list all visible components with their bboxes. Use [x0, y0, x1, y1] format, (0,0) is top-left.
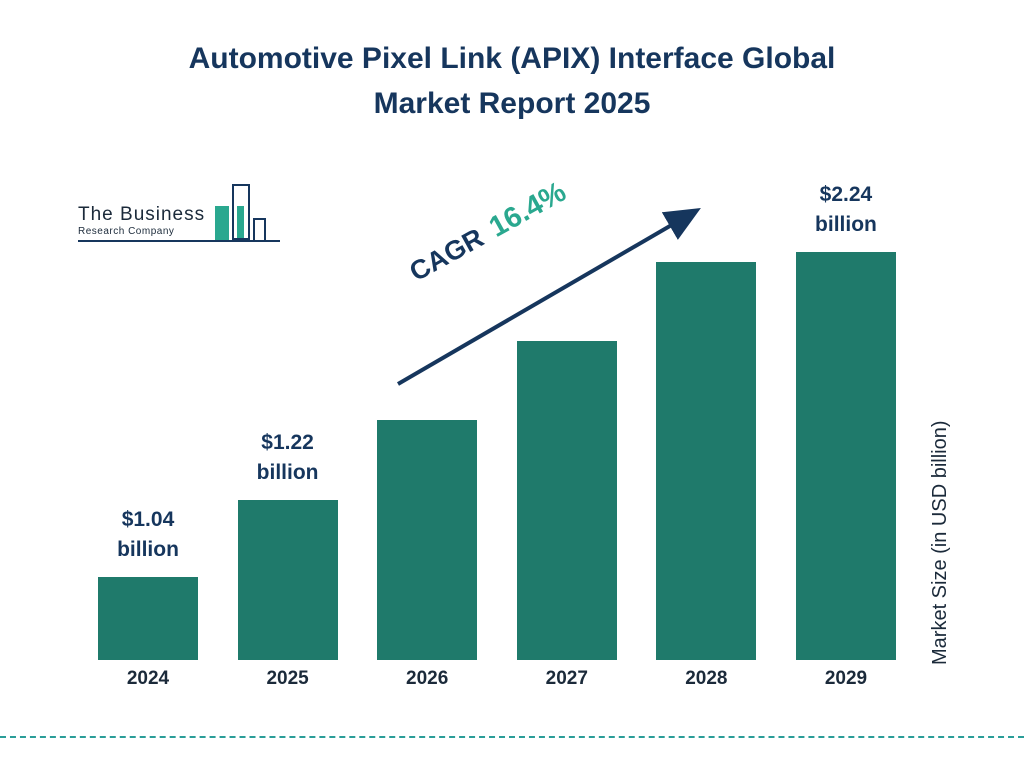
logo-name: The Business — [78, 204, 206, 225]
logo-subname: Research Company — [78, 226, 175, 237]
bar-value-amount: $2.24 — [819, 183, 873, 206]
chart-title: Automotive Pixel Link (APIX) Interface G… — [0, 36, 1024, 126]
bar-chart-plot: $1.04 billion $1.22 billion — [98, 180, 896, 660]
x-tick-2025: 2025 — [266, 668, 309, 689]
company-logo: The Business Research Company — [78, 180, 280, 242]
bar-value-label-2025: $1.22 billion — [257, 428, 319, 488]
y-axis-label: Market Size (in USD billion) — [929, 420, 951, 665]
bar-2025 — [237, 500, 338, 660]
x-tick-2024: 2024 — [126, 668, 170, 689]
bar-2029 — [795, 252, 896, 660]
cagr-trend-arrow-icon — [396, 207, 701, 386]
chart-title-line1: Automotive Pixel Link (APIX) Interface G… — [188, 42, 836, 75]
bar-group-2024: $1.04 billion — [98, 180, 198, 660]
logo-bar-tall-outline — [232, 184, 251, 240]
logo-barchart-icon — [215, 184, 267, 240]
bar-2027 — [516, 341, 617, 660]
x-tick-2029: 2029 — [824, 668, 868, 689]
bar-group-2026 — [377, 180, 478, 660]
x-tick-2027: 2027 — [545, 668, 588, 689]
company-logo-text: The Business Research Company — [78, 204, 205, 240]
bottom-dashed-divider — [0, 736, 1024, 738]
bar-value-unit: billion — [815, 213, 877, 236]
x-tick-2026: 2026 — [406, 668, 449, 689]
bar-group-2027 — [516, 180, 617, 660]
bar-value-label-2029: $2.24 billion — [815, 180, 877, 240]
logo-bar-small-filled — [215, 206, 230, 240]
bar-value-amount: $1.22 — [261, 431, 314, 454]
logo-bar-inner-fill — [237, 206, 245, 238]
chart-title-line2: Market Report 2025 — [373, 87, 651, 120]
bar-value-unit: billion — [117, 538, 179, 561]
bar-2024 — [98, 577, 198, 660]
bar-2026 — [377, 420, 478, 660]
bar-value-unit: billion — [256, 461, 319, 484]
x-tick-2028: 2028 — [685, 668, 728, 689]
x-axis: 2024 2025 2026 2027 2028 2029 — [98, 668, 896, 690]
bar-2028 — [656, 262, 757, 660]
bar-group-2025: $1.22 billion — [237, 180, 338, 660]
bar-group-2029: $2.24 billion — [795, 180, 896, 660]
logo-bar-medium-outline — [253, 218, 267, 240]
bar-value-label-2024: $1.04 billion — [117, 505, 179, 565]
bar-group-2028 — [656, 180, 757, 660]
bar-value-amount: $1.04 — [121, 508, 175, 531]
